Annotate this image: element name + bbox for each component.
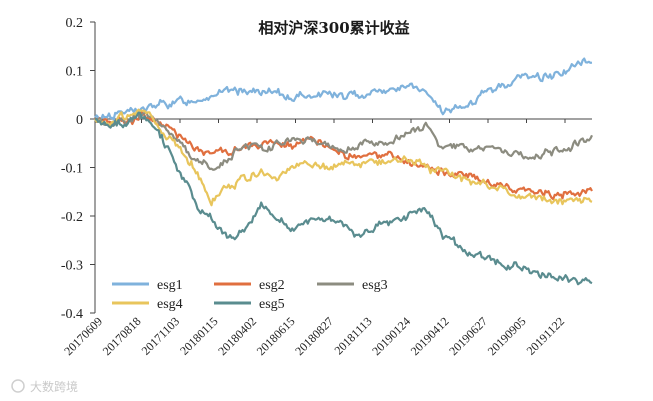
y-tick-label: -0.1 (61, 162, 83, 177)
chart-title: 相对沪深300累计收益 (258, 19, 409, 37)
series-line-esg4 (94, 108, 593, 207)
y-tick-label: -0.4 (61, 307, 83, 322)
x-tick-label: 20171103 (139, 314, 183, 358)
legend-label-esg5: esg5 (259, 297, 285, 312)
watermark: 大数跨境 (11, 379, 78, 394)
x-tick-label: 20191122 (524, 314, 568, 358)
x-tick-label: 20180402 (215, 314, 259, 358)
x-tick-label: 20180115 (177, 314, 221, 358)
x-tick-label: 20190627 (446, 314, 490, 358)
x-tick-label: 20190412 (408, 314, 452, 358)
y-tick-label: 0 (76, 113, 83, 128)
series-line-esg1 (94, 57, 593, 122)
series-lines (93, 57, 593, 286)
series-line-esg3 (94, 111, 593, 171)
y-tick-label: -0.2 (61, 210, 83, 225)
legend-label-esg4: esg4 (157, 297, 183, 312)
y-tick-label: 0.1 (66, 65, 84, 80)
y-tick-label: -0.3 (61, 259, 83, 274)
x-tick-label: 20180615 (254, 314, 298, 358)
x-tick-label: 20181113 (331, 314, 374, 357)
x-tick-label: 20170818 (100, 314, 144, 358)
y-axis: 0.2 0.1 0 -0.1 -0.2 -0.3 -0.4 (61, 16, 96, 322)
legend: esg1 esg2 esg3 esg4 esg5 (112, 278, 388, 312)
legend-label-esg1: esg1 (157, 278, 183, 293)
x-tick-label: 20180827 (292, 314, 336, 358)
series-line-esg2 (93, 111, 593, 201)
legend-label-esg3: esg3 (362, 278, 388, 293)
watermark-logo-icon (11, 379, 25, 393)
series-line-esg5 (94, 111, 593, 286)
legend-label-esg2: esg2 (259, 278, 285, 293)
y-tick-label: 0.2 (66, 16, 84, 31)
x-tick-label: 20190124 (369, 314, 413, 358)
x-tick-label: 20190905 (485, 314, 529, 358)
watermark-text: 大数跨境 (30, 379, 78, 394)
